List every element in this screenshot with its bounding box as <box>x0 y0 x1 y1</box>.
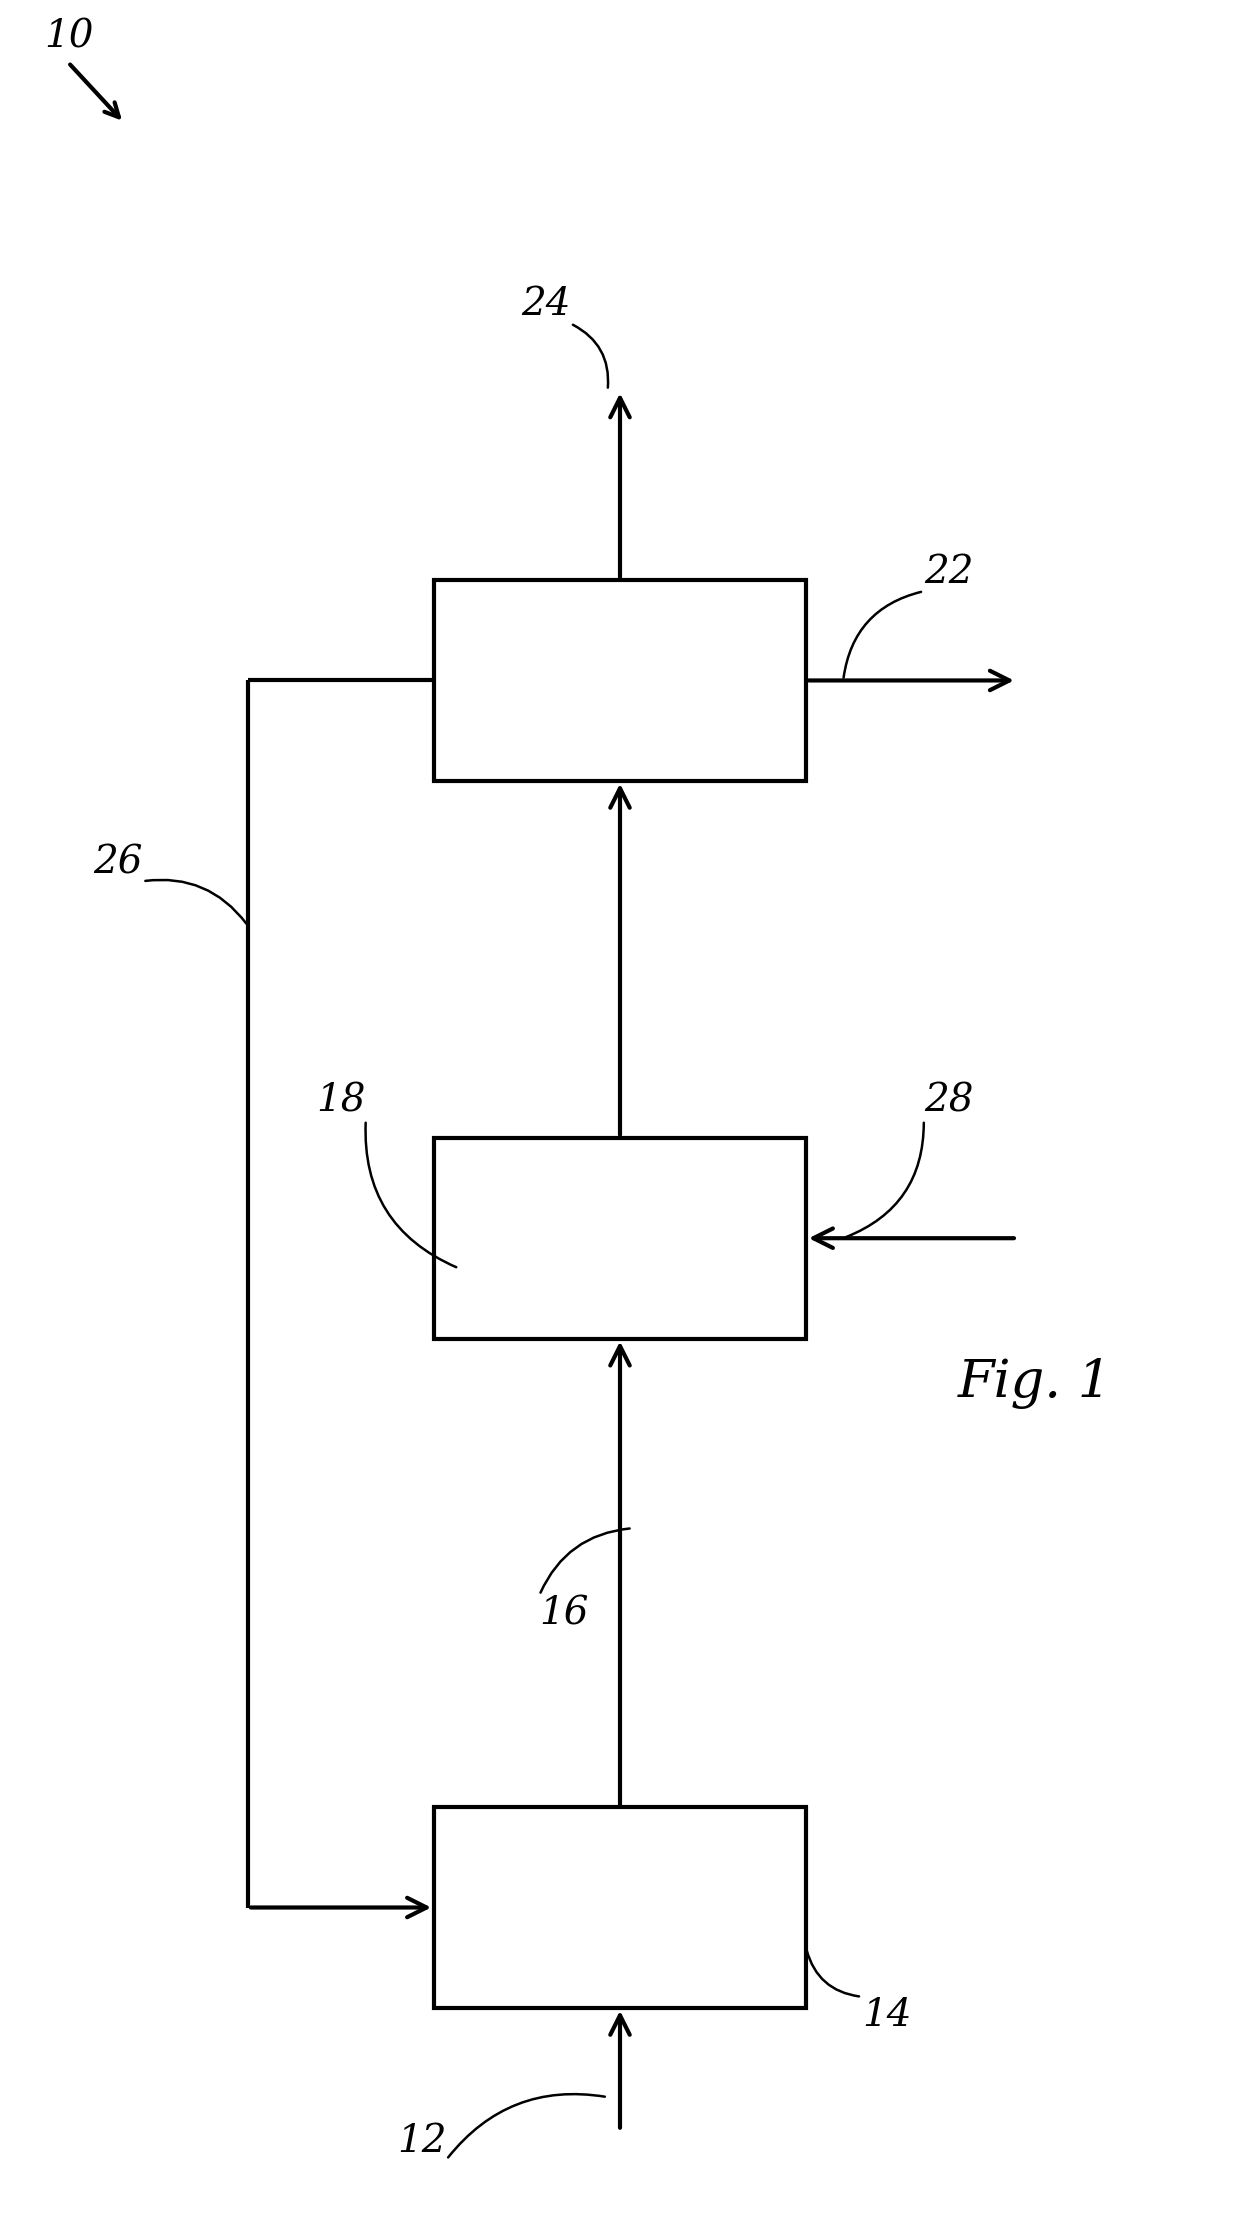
Text: 24: 24 <box>521 286 570 323</box>
Text: 12: 12 <box>397 2122 446 2160</box>
Text: 28: 28 <box>924 1082 973 1120</box>
Text: 16: 16 <box>539 1595 589 1633</box>
Text: 22: 22 <box>924 553 973 591</box>
Bar <box>434 1138 806 1339</box>
Text: 26: 26 <box>93 843 143 881</box>
Text: Fig. 1: Fig. 1 <box>959 1359 1112 1408</box>
Bar <box>434 1807 806 2008</box>
Text: 10: 10 <box>45 18 94 56</box>
Text: 14: 14 <box>862 1997 911 2035</box>
Text: 18: 18 <box>316 1082 366 1120</box>
Bar <box>434 580 806 781</box>
